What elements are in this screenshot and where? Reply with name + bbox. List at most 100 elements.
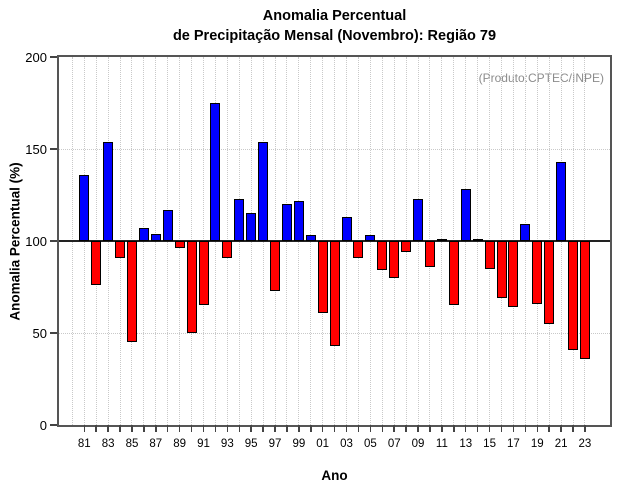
y-tick-label-200: 200: [25, 50, 47, 65]
y-tick-label-50: 50: [32, 326, 47, 341]
x-tick-2009: [417, 425, 419, 432]
bar-2009: [413, 198, 423, 241]
x-tick-2008: [405, 425, 407, 432]
y-tick-label-150: 150: [25, 142, 47, 157]
y-tick-label-100: 100: [25, 234, 47, 249]
x-tick-label-2019: 19: [530, 438, 544, 450]
x-tick-label-1989: 89: [173, 438, 187, 450]
bar-2000: [306, 235, 316, 241]
x-tick-1990: [190, 425, 193, 432]
bar-2017: [508, 241, 518, 308]
x-tick-2004: [357, 425, 360, 432]
x-tick-1981: [83, 425, 86, 432]
x-tick-2022: [572, 425, 574, 432]
bar-1991: [199, 241, 209, 306]
x-tick-2010: [429, 425, 431, 432]
x-tick-label-2001: 01: [316, 438, 330, 450]
x-tick-1999: [298, 425, 300, 432]
bar-1986: [139, 228, 149, 241]
x-tick-label-2011: 11: [435, 438, 448, 450]
x-tick-label-1987: 87: [149, 438, 163, 450]
chart-title-line1: Anomalia Percentual: [262, 8, 407, 24]
x-tick-1985: [131, 425, 133, 432]
x-tick-1992: [214, 425, 217, 432]
x-tick-2005: [369, 425, 372, 432]
x-tick-label-2007: 07: [387, 438, 401, 450]
bar-1993: [222, 241, 232, 258]
bar-1999: [294, 200, 304, 241]
bar-1997: [270, 241, 280, 291]
x-tick-1995: [250, 425, 252, 432]
x-tick-2014: [476, 425, 479, 432]
bar-2015: [485, 241, 495, 269]
bar-1989: [175, 241, 185, 249]
bar-2002: [330, 241, 340, 346]
bar-2004: [353, 241, 363, 258]
x-tick-2011: [441, 425, 443, 432]
x-tick-1994: [238, 425, 240, 432]
chart-title-line2: de Precipitação Mensal (Novembro): Regiã…: [172, 28, 497, 44]
bar-2010: [425, 241, 435, 267]
x-tick-2017: [512, 425, 515, 432]
x-tick-2020: [548, 425, 550, 432]
x-tick-1989: [178, 425, 181, 432]
x-tick-1987: [155, 425, 157, 432]
y-tick-100: [50, 240, 57, 242]
x-tick-2019: [536, 425, 538, 432]
bar-1996: [258, 141, 268, 241]
x-tick-label-2017: 17: [507, 438, 520, 450]
x-tick-label-1993: 93: [220, 438, 234, 450]
x-tick-2016: [500, 425, 503, 432]
bar-1994: [234, 198, 244, 241]
bar-1988: [163, 209, 173, 241]
bar-1984: [115, 241, 125, 258]
x-tick-label-2009: 09: [411, 438, 425, 450]
y-tick-50: [50, 332, 57, 334]
x-tick-2002: [333, 425, 336, 432]
bar-2022: [568, 241, 578, 350]
x-tick-2023: [584, 425, 586, 432]
x-tick-1991: [202, 425, 205, 432]
x-tick-label-2021: 21: [554, 438, 568, 450]
x-tick-label-1983: 83: [101, 438, 115, 450]
bar-2020: [544, 241, 554, 324]
x-tick-label-1981: 81: [77, 438, 91, 450]
x-tick-1997: [274, 425, 276, 432]
x-axis-title: Ano: [321, 468, 348, 483]
x-tick-2013: [464, 425, 467, 432]
bar-2013: [461, 189, 471, 241]
bar-2007: [389, 241, 399, 278]
bar-1995: [246, 213, 256, 241]
bar-2006: [377, 241, 387, 271]
grid-hline-150: [59, 149, 610, 150]
x-tick-2012: [453, 425, 455, 432]
bar-1992: [210, 103, 220, 241]
y-tick-0: [50, 424, 57, 426]
bar-2014: [473, 239, 483, 241]
x-tick-label-2023: 23: [578, 438, 592, 450]
x-tick-label-2005: 05: [363, 438, 377, 450]
x-tick-label-2015: 15: [483, 438, 496, 450]
x-tick-2003: [345, 425, 348, 432]
x-tick-1982: [95, 425, 97, 432]
bar-2016: [497, 241, 507, 299]
bar-1985: [127, 241, 137, 343]
x-tick-label-1997: 97: [268, 438, 282, 450]
bar-2012: [449, 241, 459, 306]
x-tick-2000: [310, 425, 312, 432]
bar-1982: [91, 241, 101, 286]
x-tick-1988: [166, 425, 169, 432]
chart-title: Anomalia Percentual de Precipitação Mens…: [57, 6, 612, 46]
bar-2021: [556, 161, 566, 241]
x-tick-label-2013: 13: [459, 438, 473, 450]
y-axis-title: Anomalia Percentual (%): [7, 162, 23, 321]
bar-1983: [103, 141, 113, 241]
x-tick-1986: [143, 425, 145, 432]
bar-2018: [520, 224, 530, 241]
x-tick-1993: [226, 425, 229, 432]
x-tick-2018: [524, 425, 527, 432]
bar-2003: [342, 217, 352, 241]
bar-2008: [401, 241, 411, 253]
bar-1998: [282, 204, 292, 241]
x-tick-2021: [560, 425, 562, 432]
